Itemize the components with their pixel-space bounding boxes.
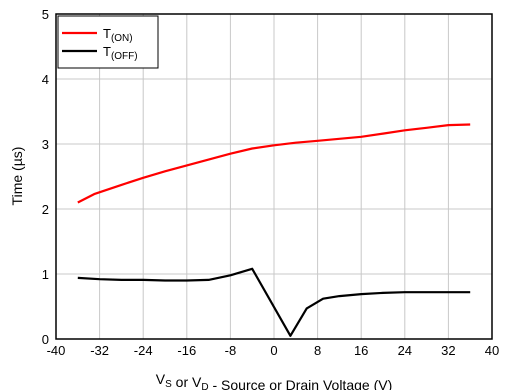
series-line-0 <box>77 123 471 204</box>
series-line-1 <box>77 267 471 337</box>
series-lines <box>77 123 471 337</box>
x-tick-label: -16 <box>177 343 196 358</box>
x-tick-label: 24 <box>398 343 412 358</box>
x-tick-label: 8 <box>314 343 321 358</box>
x-tick-label: -24 <box>134 343 153 358</box>
y-tick-label: 4 <box>42 72 49 87</box>
x-tick-labels: -40 -32 -24 -16 -8 0 8 16 24 32 40 <box>47 343 500 358</box>
y-tick-label: 3 <box>42 137 49 152</box>
legend: T(ON)T(OFF) <box>57 15 159 69</box>
x-tick-label: -40 <box>47 343 66 358</box>
y-axis-label: Time (µs) <box>9 147 25 206</box>
legend-box <box>57 15 159 69</box>
y-tick-labels: 0 1 2 3 4 5 <box>42 7 49 347</box>
plot-frame <box>55 13 493 340</box>
legend-label-0: T(ON) <box>103 26 133 44</box>
y-tick-label: 1 <box>42 267 49 282</box>
x-tick-label: -8 <box>225 343 237 358</box>
y-tick-label: 5 <box>42 7 49 22</box>
x-axis-label: VS or VD - Source or Drain Voltage (V) <box>156 371 392 390</box>
legend-label-1: T(OFF) <box>103 44 138 62</box>
x-tick-label: 32 <box>441 343 455 358</box>
y-tick-label: 2 <box>42 202 49 217</box>
x-tick-label: 40 <box>485 343 499 358</box>
x-tick-label: 16 <box>354 343 368 358</box>
x-tick-label: -32 <box>90 343 109 358</box>
y-tick-label: 0 <box>42 332 49 347</box>
x-tick-label: 0 <box>270 343 277 358</box>
